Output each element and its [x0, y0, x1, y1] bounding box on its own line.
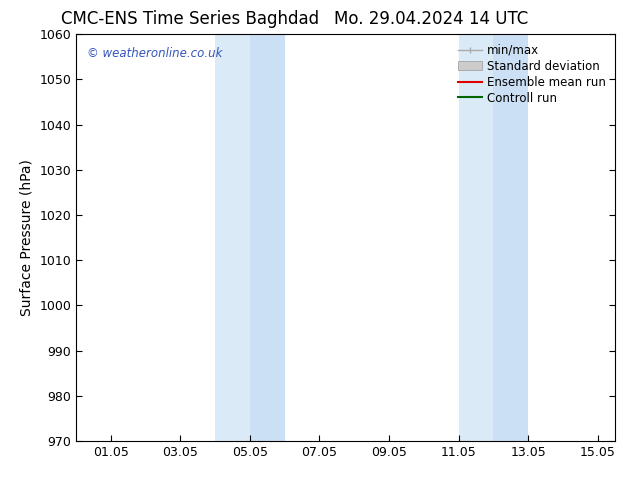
Bar [493, 34, 528, 441]
Legend: min/max, Standard deviation, Ensemble mean run, Controll run: min/max, Standard deviation, Ensemble me… [455, 40, 609, 108]
Bar [458, 34, 493, 441]
Y-axis label: Surface Pressure (hPa): Surface Pressure (hPa) [20, 159, 34, 316]
Text: CMC-ENS Time Series Baghdad: CMC-ENS Time Series Baghdad [61, 10, 320, 28]
Text: © weatheronline.co.uk: © weatheronline.co.uk [87, 47, 223, 59]
Text: Mo. 29.04.2024 14 UTC: Mo. 29.04.2024 14 UTC [334, 10, 528, 28]
Bar [250, 34, 285, 441]
Bar [215, 34, 250, 441]
